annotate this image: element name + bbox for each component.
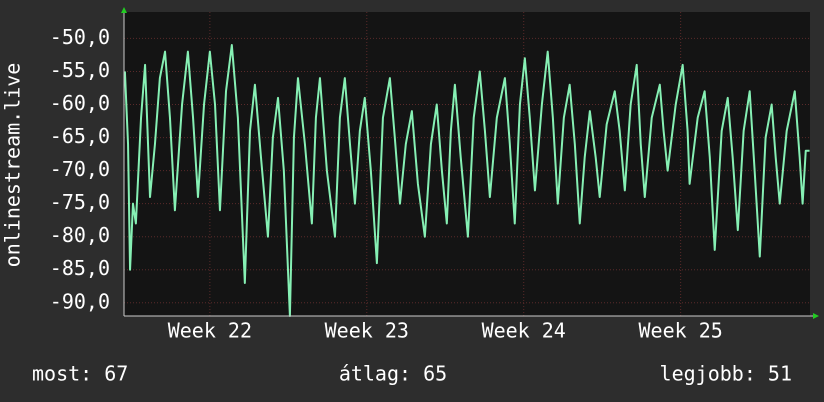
series-line xyxy=(123,44,810,317)
y-arrow xyxy=(121,7,127,13)
footer-best: legjobb: 51 xyxy=(660,362,792,386)
x-tick-label: Week 25 xyxy=(638,319,722,343)
plot-area xyxy=(124,12,810,316)
y-tick-label: -80,0 xyxy=(50,223,110,247)
footer-current: most: 67 xyxy=(32,362,128,386)
footer-average: átlag: 65 xyxy=(339,362,447,386)
x-tick-label: Week 22 xyxy=(168,319,252,343)
y-tick-label: -55,0 xyxy=(50,58,110,82)
y-tick-label: -75,0 xyxy=(50,190,110,214)
y-tick-label: -50,0 xyxy=(50,25,110,49)
y-tick-label: -65,0 xyxy=(50,124,110,148)
y-tick-label: -90,0 xyxy=(50,289,110,313)
marks xyxy=(123,44,810,317)
y-tick-label: -85,0 xyxy=(50,256,110,280)
x-tick-label: Week 24 xyxy=(482,319,566,343)
y-tick-label: -70,0 xyxy=(50,157,110,181)
x-tick-label: Week 23 xyxy=(325,319,409,343)
y-axis-label: onlinestream.live xyxy=(1,63,25,268)
x-arrow xyxy=(813,313,819,319)
y-tick-label: -60,0 xyxy=(50,91,110,115)
